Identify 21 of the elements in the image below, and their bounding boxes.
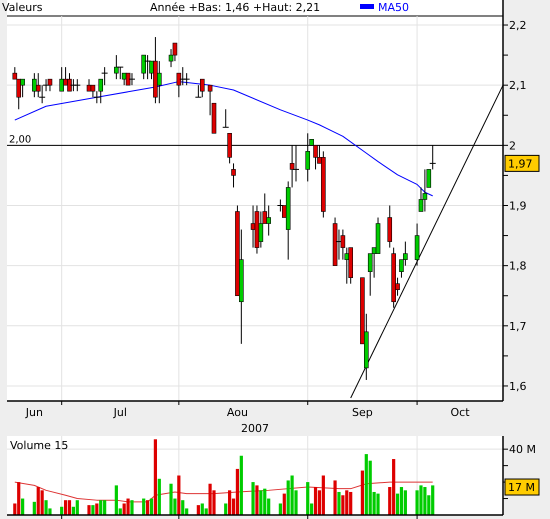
chart-title: Volume 15 [10,439,68,452]
x-tick-label: Jun [24,406,43,419]
legend-label: MA50 [378,1,410,14]
y-tick-label: 1,8 [509,260,526,273]
x-tick-label: Jul [112,406,127,419]
y-tick-label: 2,1 [509,79,526,92]
x-axis-title: 2007 [241,422,269,435]
y-tick-label: 1,7 [509,320,526,333]
x-tick-label: Sep [352,406,373,419]
y-tick-label: 1,6 [509,380,526,393]
ref-line-label: 2,00 [9,134,32,146]
y-tick-label: 1,9 [509,199,526,212]
annotation: 17 M [508,481,535,494]
annotation: 1,97 [508,157,532,170]
legend-title: Valeurs [2,1,43,14]
y-tick-label: 2 [509,139,516,152]
x-tick-label: Oct [450,406,470,419]
y-tick-label: 40 M [509,443,536,456]
y-tick-label: 2,2 [509,19,526,32]
x-tick-label: Aou [226,406,248,419]
text: Année +Bas: 1,46 +Haut: 2,21 [150,1,320,14]
